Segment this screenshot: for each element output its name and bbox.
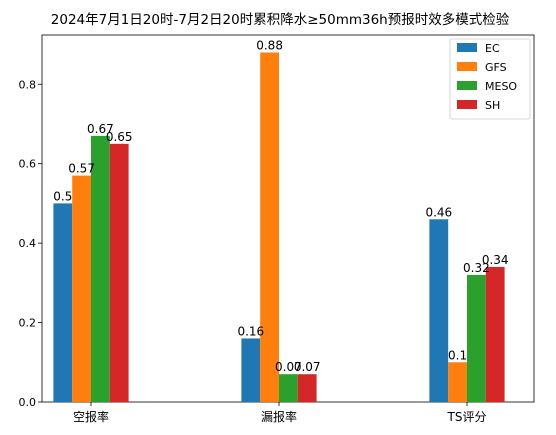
legend-swatch-gfs [457,62,477,71]
bar-value-label: 0.57 [68,162,95,176]
y-axis: 0.0 0.2 0.4 0.6 0.8 [19,78,42,409]
legend-swatch-ec [457,43,477,52]
y-tick-label: 0.2 [19,317,37,330]
x-axis: 空报率 漏报率 TS评分 [73,402,486,424]
bar-sh-2 [297,374,317,402]
legend-box [449,38,531,120]
bar-value-label: 0.46 [425,205,452,219]
bar-value-label: 0.07 [275,360,302,374]
x-tick-label: 漏报率 [261,409,297,424]
bar-value-label: 0.32 [463,261,490,275]
bar-value-label: 0.67 [87,122,114,136]
bar-sh-1 [109,143,129,402]
bar-ec-1 [53,203,73,402]
bar-value-label: 0.07 [294,360,321,374]
bar-gfs-1 [72,175,91,402]
bar-meso-1 [91,135,110,402]
bar-ec-3 [429,219,449,402]
bar-gfs-3 [448,362,467,402]
bar-meso-3 [467,274,486,402]
bar-value-label: 0.34 [482,253,509,267]
bar-value-label: 0.88 [256,38,283,52]
x-tick-label: TS评分 [447,410,487,424]
y-tick-label: 0.8 [19,78,37,91]
bar-labels-layer: 0.5 0.16 0.46 0.57 0.88 0.1 0.67 0.07 0.32 0.65 0.… [53,38,508,374]
bar-value-label: 0.5 [53,189,72,203]
bar-sh-3 [485,266,505,402]
bar-value-label: 0.1 [448,348,467,362]
legend-swatch-sh [457,100,477,109]
chart-title: 2024年7月1日20时-7月2日20时累积降水≥50mm36h预报时效多模式检… [51,11,510,28]
y-tick-label: 0.6 [19,158,37,171]
bar-value-label: 0.16 [237,324,264,338]
legend-label-sh: SH [485,99,500,112]
bar-ec-2 [241,338,261,402]
legend: EC GFS MESO SH [449,38,531,120]
legend-label-ec: EC [485,42,500,55]
legend-label-meso: MESO [485,80,517,93]
bar-gfs-2 [260,52,279,402]
legend-swatch-meso [457,81,477,90]
bar-value-label: 0.65 [106,130,133,144]
bar-meso-2 [279,374,298,402]
bars-layer [53,52,505,402]
y-tick-label: 0.0 [19,396,37,409]
legend-label-gfs: GFS [485,61,507,74]
x-tick-label: 空报率 [73,409,109,424]
y-tick-label: 0.4 [19,237,37,250]
